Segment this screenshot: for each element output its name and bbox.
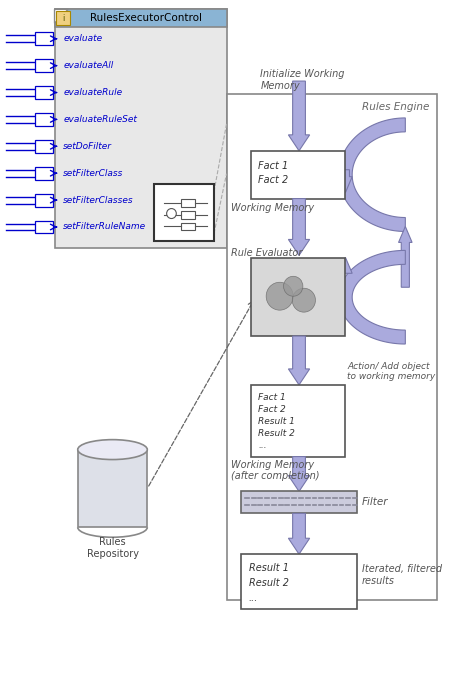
Bar xyxy=(241,554,356,609)
Bar xyxy=(35,32,52,45)
Bar xyxy=(181,223,194,230)
Text: evaluateRule: evaluateRule xyxy=(63,88,122,97)
Text: RulesExecutorControl: RulesExecutorControl xyxy=(90,13,202,23)
Text: evaluateAll: evaluateAll xyxy=(63,61,113,70)
Bar xyxy=(35,193,52,207)
Polygon shape xyxy=(288,199,309,255)
Polygon shape xyxy=(288,513,309,554)
Bar xyxy=(35,140,52,153)
Circle shape xyxy=(291,288,315,312)
Text: ...: ... xyxy=(248,593,257,603)
Bar xyxy=(250,258,345,336)
Polygon shape xyxy=(338,118,404,232)
Text: Fact 2: Fact 2 xyxy=(258,405,285,414)
Text: Rule Evaluator: Rule Evaluator xyxy=(231,248,302,258)
Polygon shape xyxy=(288,81,309,151)
Polygon shape xyxy=(55,9,68,23)
Text: Working Memory: Working Memory xyxy=(231,202,314,213)
Bar xyxy=(181,211,194,218)
Polygon shape xyxy=(397,226,411,288)
Text: setDoFilter: setDoFilter xyxy=(63,142,112,151)
Bar xyxy=(35,167,52,179)
Bar xyxy=(35,59,52,72)
Bar xyxy=(226,94,436,600)
Text: Result 2: Result 2 xyxy=(258,429,295,438)
Text: Rules
Repository: Rules Repository xyxy=(86,537,138,559)
Text: Filter: Filter xyxy=(361,498,387,507)
Bar xyxy=(250,151,345,199)
Bar xyxy=(35,113,52,126)
Bar xyxy=(55,9,226,248)
Text: setFilterRuleName: setFilterRuleName xyxy=(63,223,146,232)
Polygon shape xyxy=(338,258,352,274)
Text: i: i xyxy=(62,14,64,23)
Text: ...: ... xyxy=(258,440,267,450)
Bar xyxy=(250,385,345,456)
Text: Result 1: Result 1 xyxy=(248,563,288,573)
Text: setFilterClasses: setFilterClasses xyxy=(63,195,134,205)
Text: Result 1: Result 1 xyxy=(258,417,295,426)
Text: Fact 1: Fact 1 xyxy=(258,161,288,171)
Text: evaluate: evaluate xyxy=(63,34,102,43)
Text: Result 2: Result 2 xyxy=(248,578,288,588)
Text: Action/ Add object
to working memory: Action/ Add object to working memory xyxy=(347,362,435,381)
Text: Fact 1: Fact 1 xyxy=(258,393,285,402)
Bar xyxy=(35,86,52,99)
Text: evaluateRuleSet: evaluateRuleSet xyxy=(63,115,137,124)
Polygon shape xyxy=(338,170,352,193)
Bar xyxy=(78,450,147,527)
Bar xyxy=(35,221,52,233)
Ellipse shape xyxy=(78,440,147,459)
Bar xyxy=(56,11,70,25)
Polygon shape xyxy=(288,456,309,491)
Text: setFilterClass: setFilterClass xyxy=(63,169,123,178)
Text: Working Memory
(after completion): Working Memory (after completion) xyxy=(231,459,319,481)
Bar xyxy=(154,184,213,242)
Circle shape xyxy=(283,276,302,296)
Circle shape xyxy=(166,209,176,218)
Text: Fact 2: Fact 2 xyxy=(258,174,288,185)
Bar xyxy=(181,199,194,207)
Circle shape xyxy=(266,282,292,310)
Bar xyxy=(55,9,226,27)
Text: Iterated, filtered
results: Iterated, filtered results xyxy=(361,564,441,586)
Polygon shape xyxy=(338,251,404,344)
Polygon shape xyxy=(288,336,309,385)
Text: Initialize Working
Memory: Initialize Working Memory xyxy=(260,69,344,91)
Text: Rules Engine: Rules Engine xyxy=(361,102,429,112)
Bar xyxy=(241,491,356,513)
